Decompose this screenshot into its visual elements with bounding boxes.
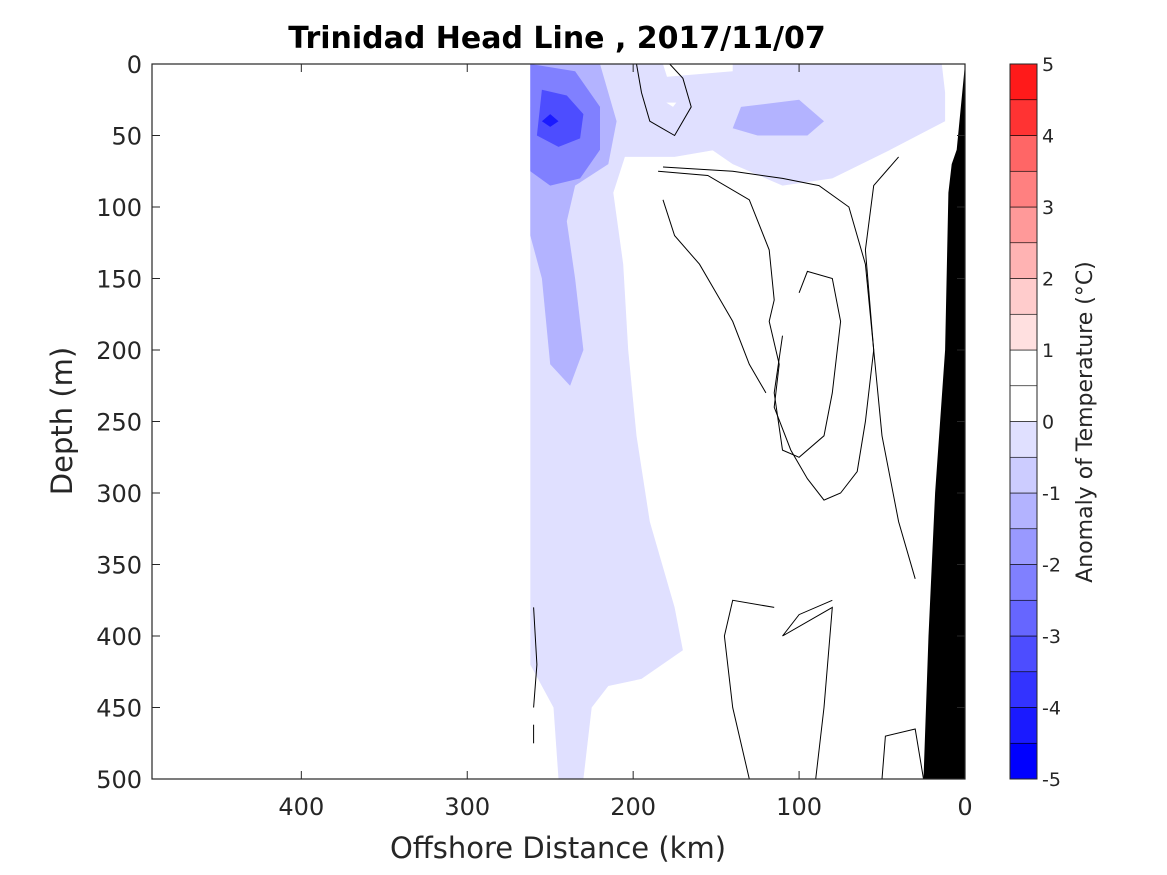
bathymetry-group — [923, 64, 965, 779]
colorbar-segment — [1009, 349, 1038, 387]
colorbar-segment — [1009, 599, 1038, 637]
colorbar-segment — [1009, 206, 1038, 244]
anomaly-region-cold-core-4 — [541, 114, 559, 127]
y-tick-label: 0 — [127, 51, 142, 79]
zero-contour-line-7 — [864, 156, 916, 579]
colorbar-tick-label: 1 — [1042, 340, 1054, 362]
colorbar-segment — [1009, 635, 1038, 673]
anomaly-region-cold-band-core — [732, 99, 824, 136]
colorbar-segment — [1009, 278, 1038, 315]
zero-contours — [533, 64, 924, 779]
colorbar-frame — [1009, 63, 1038, 780]
colorbar: -5 -4 -3 -2 -1 0 1 2 3 4 5 — [1009, 54, 1061, 791]
y-tick-label: 150 — [96, 266, 142, 294]
colorbar-tick-label: 2 — [1042, 269, 1054, 291]
colorbar-segment — [1009, 135, 1038, 172]
y-ticks: 0 50 100 150 200 250 300 350 400 450 500 — [96, 51, 965, 794]
x-tick-label: 200 — [610, 793, 656, 821]
anomaly-regions — [530, 64, 946, 779]
colorbar-segment — [1009, 456, 1038, 494]
colorbar-segment — [1009, 63, 1038, 101]
y-tick-label: 450 — [96, 695, 142, 723]
y-tick-label: 250 — [96, 409, 142, 437]
x-tick-label: 400 — [278, 793, 324, 821]
colorbar-segment — [1009, 528, 1038, 565]
zero-contour-line-8 — [533, 607, 538, 708]
colorbar-tick-label: -1 — [1042, 483, 1061, 505]
colorbar-tick-label: 3 — [1042, 197, 1054, 219]
y-tick-label: 300 — [96, 480, 142, 508]
y-tick-label: 400 — [96, 623, 142, 651]
colorbar-tick-label: -5 — [1042, 769, 1061, 791]
colorbar-segment — [1009, 242, 1038, 279]
x-tick-label: 300 — [444, 793, 490, 821]
anomaly-region-warm-shelf — [906, 192, 932, 493]
colorbar-tick-label: -4 — [1042, 698, 1061, 720]
y-tick-label: 100 — [96, 194, 142, 222]
y-tick-label: 500 — [96, 766, 142, 794]
zero-contour-line-10 — [881, 728, 924, 779]
y-tick-label: 200 — [96, 337, 142, 365]
colorbar-label: Anomaly of Temperature (°C) — [1073, 261, 1098, 583]
colorbar-segment — [1009, 170, 1038, 208]
colorbar-segment — [1009, 564, 1038, 601]
y-tick-label: 50 — [111, 123, 142, 151]
x-ticks: 400 300 200 100 0 — [278, 64, 973, 821]
zero-contour-line-5 — [723, 599, 775, 779]
colorbar-segment — [1009, 707, 1038, 744]
plot-area — [152, 64, 965, 779]
x-axis-label: Offshore Distance (km) — [390, 831, 726, 865]
colorbar-tick-label: 5 — [1042, 54, 1054, 76]
zero-contour-line-3 — [662, 199, 767, 394]
colorbar-segment — [1009, 742, 1038, 780]
colorbar-segment — [1009, 421, 1038, 458]
colorbar-tick-label: 0 — [1042, 412, 1054, 434]
zero-contour-line-2 — [658, 166, 875, 501]
colorbar-tick-label: -3 — [1042, 626, 1061, 648]
colorbar-segment — [1009, 671, 1038, 708]
x-tick-label: 100 — [776, 793, 822, 821]
colorbar-tick-label: -2 — [1042, 555, 1061, 577]
colorbar-segment — [1009, 313, 1038, 351]
zero-contour-line-1 — [636, 64, 692, 137]
y-axis-label: Depth (m) — [45, 347, 79, 495]
colorbar-tick-label: 4 — [1042, 126, 1054, 148]
zero-contour-line-4 — [773, 270, 842, 458]
anomaly-region-warm-spot — [666, 102, 677, 107]
colorbar-segment — [1009, 385, 1038, 422]
bathymetry-mask — [923, 64, 965, 779]
chart-title: Trinidad Head Line , 2017/11/07 — [288, 21, 825, 56]
colorbar-segment — [1009, 492, 1038, 530]
x-tick-label: 0 — [957, 793, 972, 821]
colorbar-segment — [1009, 99, 1038, 136]
zero-contour-line-6 — [782, 599, 833, 779]
anomaly-region-cold-column — [530, 64, 717, 779]
y-tick-label: 350 — [96, 552, 142, 580]
anomaly-region-cold-core-3 — [536, 89, 584, 147]
